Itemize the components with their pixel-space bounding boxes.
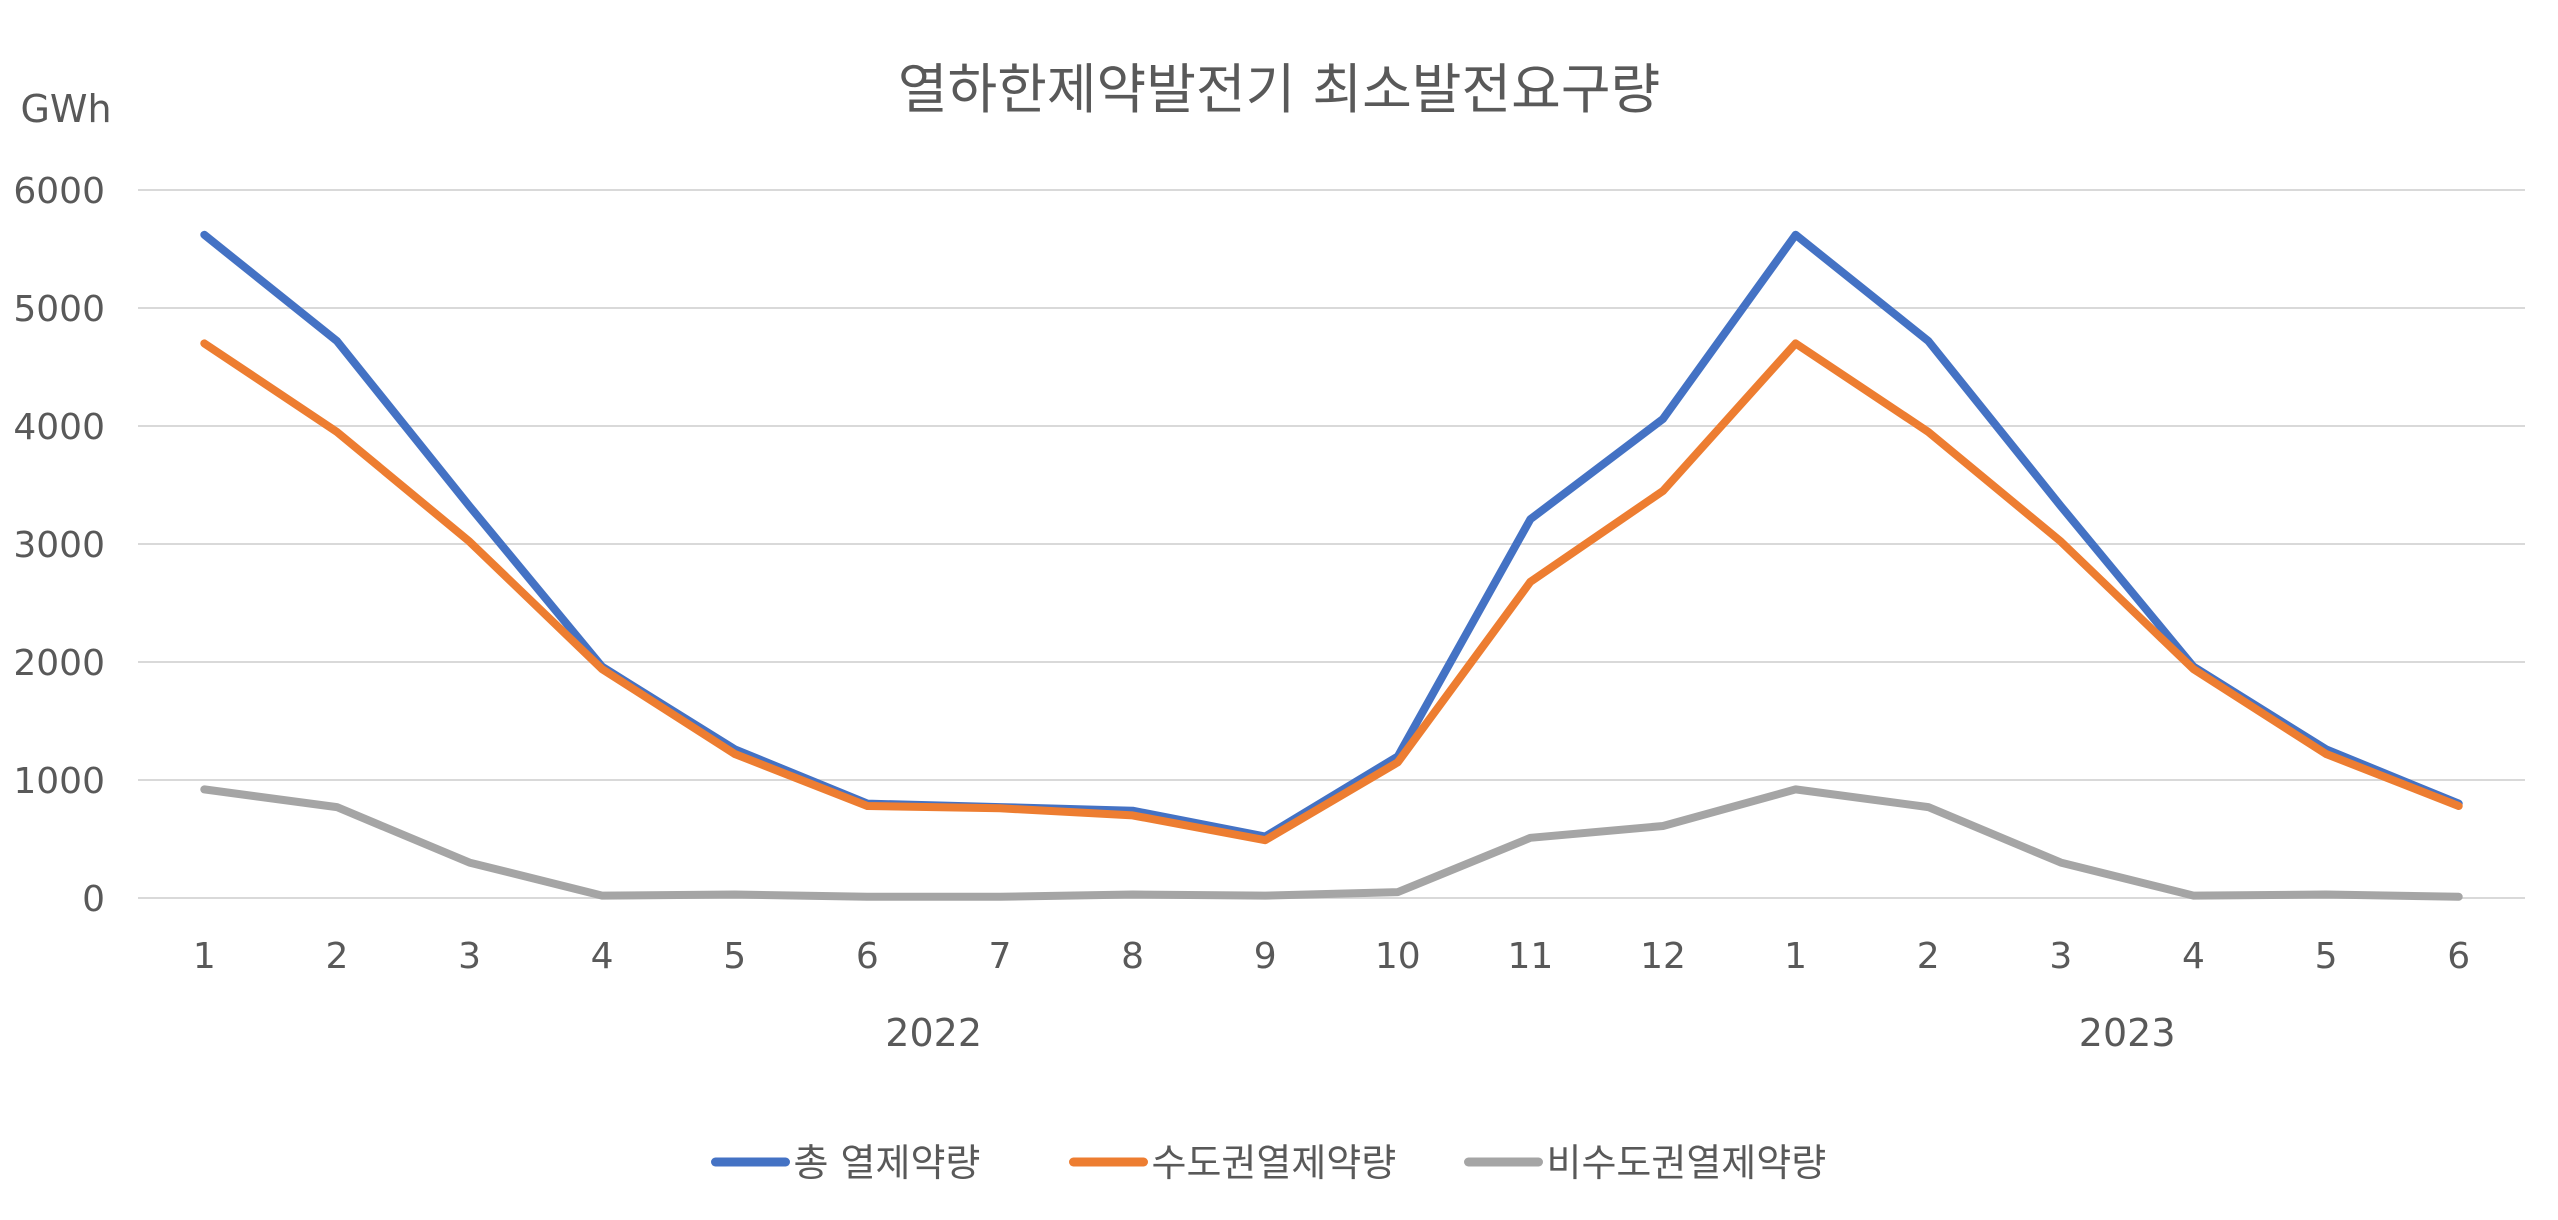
y-tick-label: 3000	[13, 525, 105, 566]
x-tick-label: 4	[591, 936, 614, 977]
x-tick-label: 3	[2049, 936, 2072, 977]
series-line-3	[200, 785, 2463, 901]
y-tick-label: 6000	[13, 171, 105, 212]
x-tick-label: 11	[1508, 936, 1554, 977]
y-tick-label: 0	[82, 879, 105, 920]
x-tick-label: 10	[1375, 936, 1421, 977]
legend-item: 총 열제약량	[711, 1141, 981, 1185]
y-tick-label: 2000	[13, 643, 105, 684]
y-tick-label: 4000	[13, 407, 105, 448]
legend-label: 수도권열제약량	[1152, 1141, 1397, 1185]
x-tick-label: 5	[2315, 936, 2338, 977]
legend-item: 수도권열제약량	[1069, 1141, 1397, 1185]
x-tick-label: 2	[1917, 936, 1940, 977]
x-axis-year-labels: 2022 2023	[885, 1011, 2175, 1055]
series-line-2	[200, 339, 2463, 845]
x-axis-ticks: 1 2 3 4 5 6 7 8 9 10 11 12 1 2 3 4 5 6	[193, 936, 2470, 977]
x-axis-year-label: 2023	[2079, 1011, 2176, 1055]
x-tick-label: 8	[1121, 936, 1144, 977]
x-tick-label: 6	[2447, 936, 2470, 977]
y-axis-ticks: 0 1000 2000 3000 4000 5000 6000	[13, 171, 105, 920]
legend: 총 열제약량 수도권열제약량 비수도권열제약량	[711, 1141, 1827, 1185]
y-axis-unit-label: GWh	[20, 87, 111, 131]
series-line-1	[200, 230, 2463, 841]
x-tick-label: 5	[723, 936, 746, 977]
legend-item: 비수도권열제약량	[1464, 1141, 1827, 1185]
legend-label: 비수도권열제약량	[1547, 1141, 1827, 1185]
chart-title: 열하한제약발전기 최소발전요구량	[898, 58, 1660, 121]
x-tick-label: 3	[458, 936, 481, 977]
x-tick-label: 1	[1784, 936, 1807, 977]
gridlines	[138, 189, 2525, 899]
x-tick-label: 2	[325, 936, 348, 977]
legend-label: 총 열제약량	[794, 1141, 981, 1185]
x-tick-label: 7	[989, 936, 1012, 977]
x-tick-label: 4	[2182, 936, 2205, 977]
y-tick-label: 1000	[13, 761, 105, 802]
x-axis-year-label: 2022	[885, 1011, 982, 1055]
x-tick-label: 6	[856, 936, 879, 977]
y-tick-label: 5000	[13, 289, 105, 330]
x-tick-label: 1	[193, 936, 216, 977]
x-tick-label: 12	[1640, 936, 1686, 977]
x-tick-label: 9	[1254, 936, 1277, 977]
series-lines	[200, 230, 2463, 901]
